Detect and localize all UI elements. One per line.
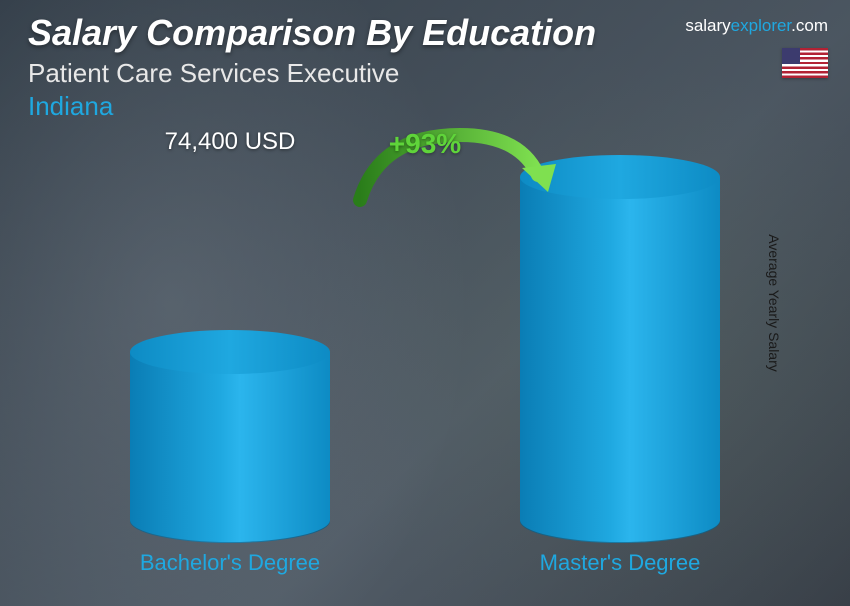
brand-block: salaryexplorer.com	[685, 16, 828, 78]
brand-tld: .com	[791, 16, 828, 35]
bar-masters: 144,000 USD Master's Degree	[510, 177, 730, 542]
bar-label-masters: Master's Degree	[510, 550, 730, 576]
bar-body	[520, 177, 720, 542]
bar-value-bachelors: 74,400 USD	[120, 128, 340, 156]
brand-name: salaryexplorer.com	[685, 16, 828, 36]
chart-container: Salary Comparison By Education Patient C…	[0, 0, 850, 606]
bar-top-cap	[130, 330, 330, 374]
chart-area: +93% 74,400 USD Bachelor's Degree 144,00…	[60, 150, 790, 576]
bar-3d-masters	[520, 177, 720, 542]
bar-top-cap	[520, 155, 720, 199]
brand-part2: explorer	[731, 16, 791, 35]
us-flag-icon	[782, 48, 828, 78]
bar-bachelors: 74,400 USD Bachelor's Degree	[120, 352, 340, 542]
brand-part1: salary	[685, 16, 730, 35]
chart-location: Indiana	[28, 91, 830, 122]
bar-label-bachelors: Bachelor's Degree	[120, 550, 340, 576]
bar-body	[130, 352, 330, 542]
bar-3d-bachelors	[130, 352, 330, 542]
increase-percentage: +93%	[389, 128, 461, 160]
